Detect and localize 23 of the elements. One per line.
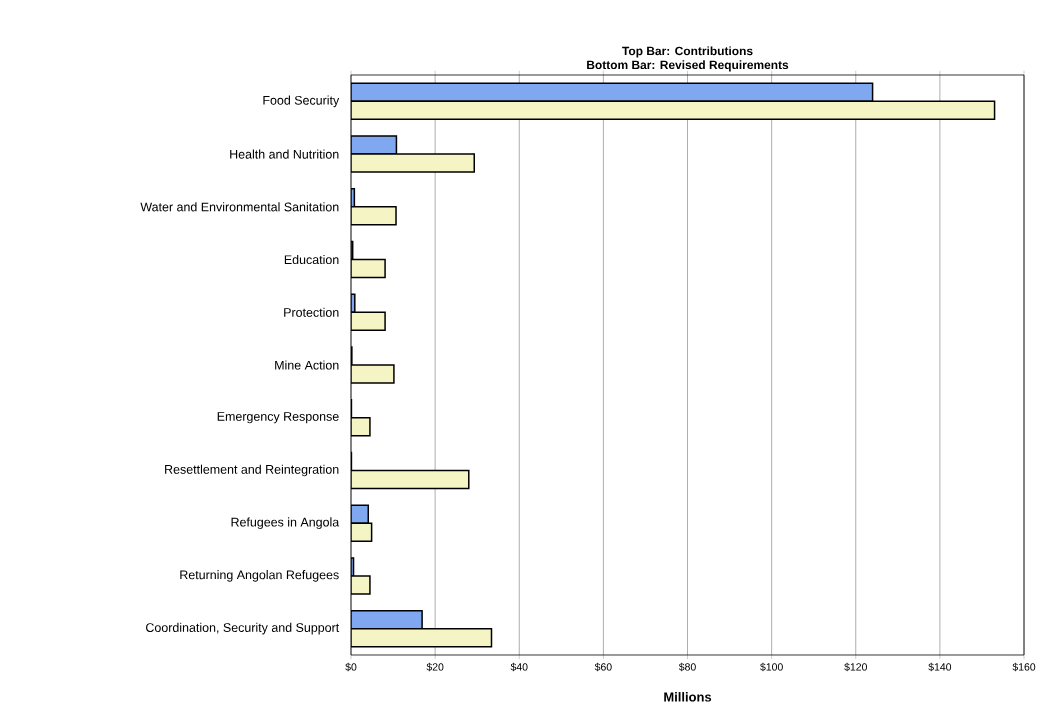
y-tick-label: Education xyxy=(284,254,339,265)
chart-subtitle: Bottom Bar: Revised Requirements xyxy=(587,60,789,72)
y-tick-label: Water and Environmental Sanitation xyxy=(140,202,339,212)
x-axis-title: Millions xyxy=(664,692,712,702)
x-tick-label: $40 xyxy=(510,662,528,672)
y-tick-label: Refugees in Angola xyxy=(231,517,340,529)
y-tick-label: Health and Nutrition xyxy=(230,149,339,159)
y-tick-label: Emergency Response xyxy=(217,412,339,424)
x-tick-label: $140 xyxy=(928,662,952,672)
y-tick-label: Resettlement and Reintegration xyxy=(165,464,339,477)
x-tick-label: $20 xyxy=(426,662,444,672)
y-tick-label: Returning Angolan Refugees xyxy=(180,570,339,582)
y-tick-label: Mine Action xyxy=(275,360,339,370)
y-tick-label: Food Security xyxy=(263,95,340,108)
x-tick-label: $160 xyxy=(1012,662,1036,672)
x-tick-label: $80 xyxy=(678,662,696,672)
x-tick-label: $100 xyxy=(760,662,783,672)
x-tick-label: $120 xyxy=(844,662,867,672)
x-tick-label: $0 xyxy=(345,662,357,672)
y-tick-label: Protection xyxy=(284,307,339,317)
y-tick-label: Coordination, Security and Support xyxy=(146,622,340,635)
x-tick-label: $60 xyxy=(594,662,612,672)
chart-title: Top Bar: Contributions xyxy=(622,46,753,58)
